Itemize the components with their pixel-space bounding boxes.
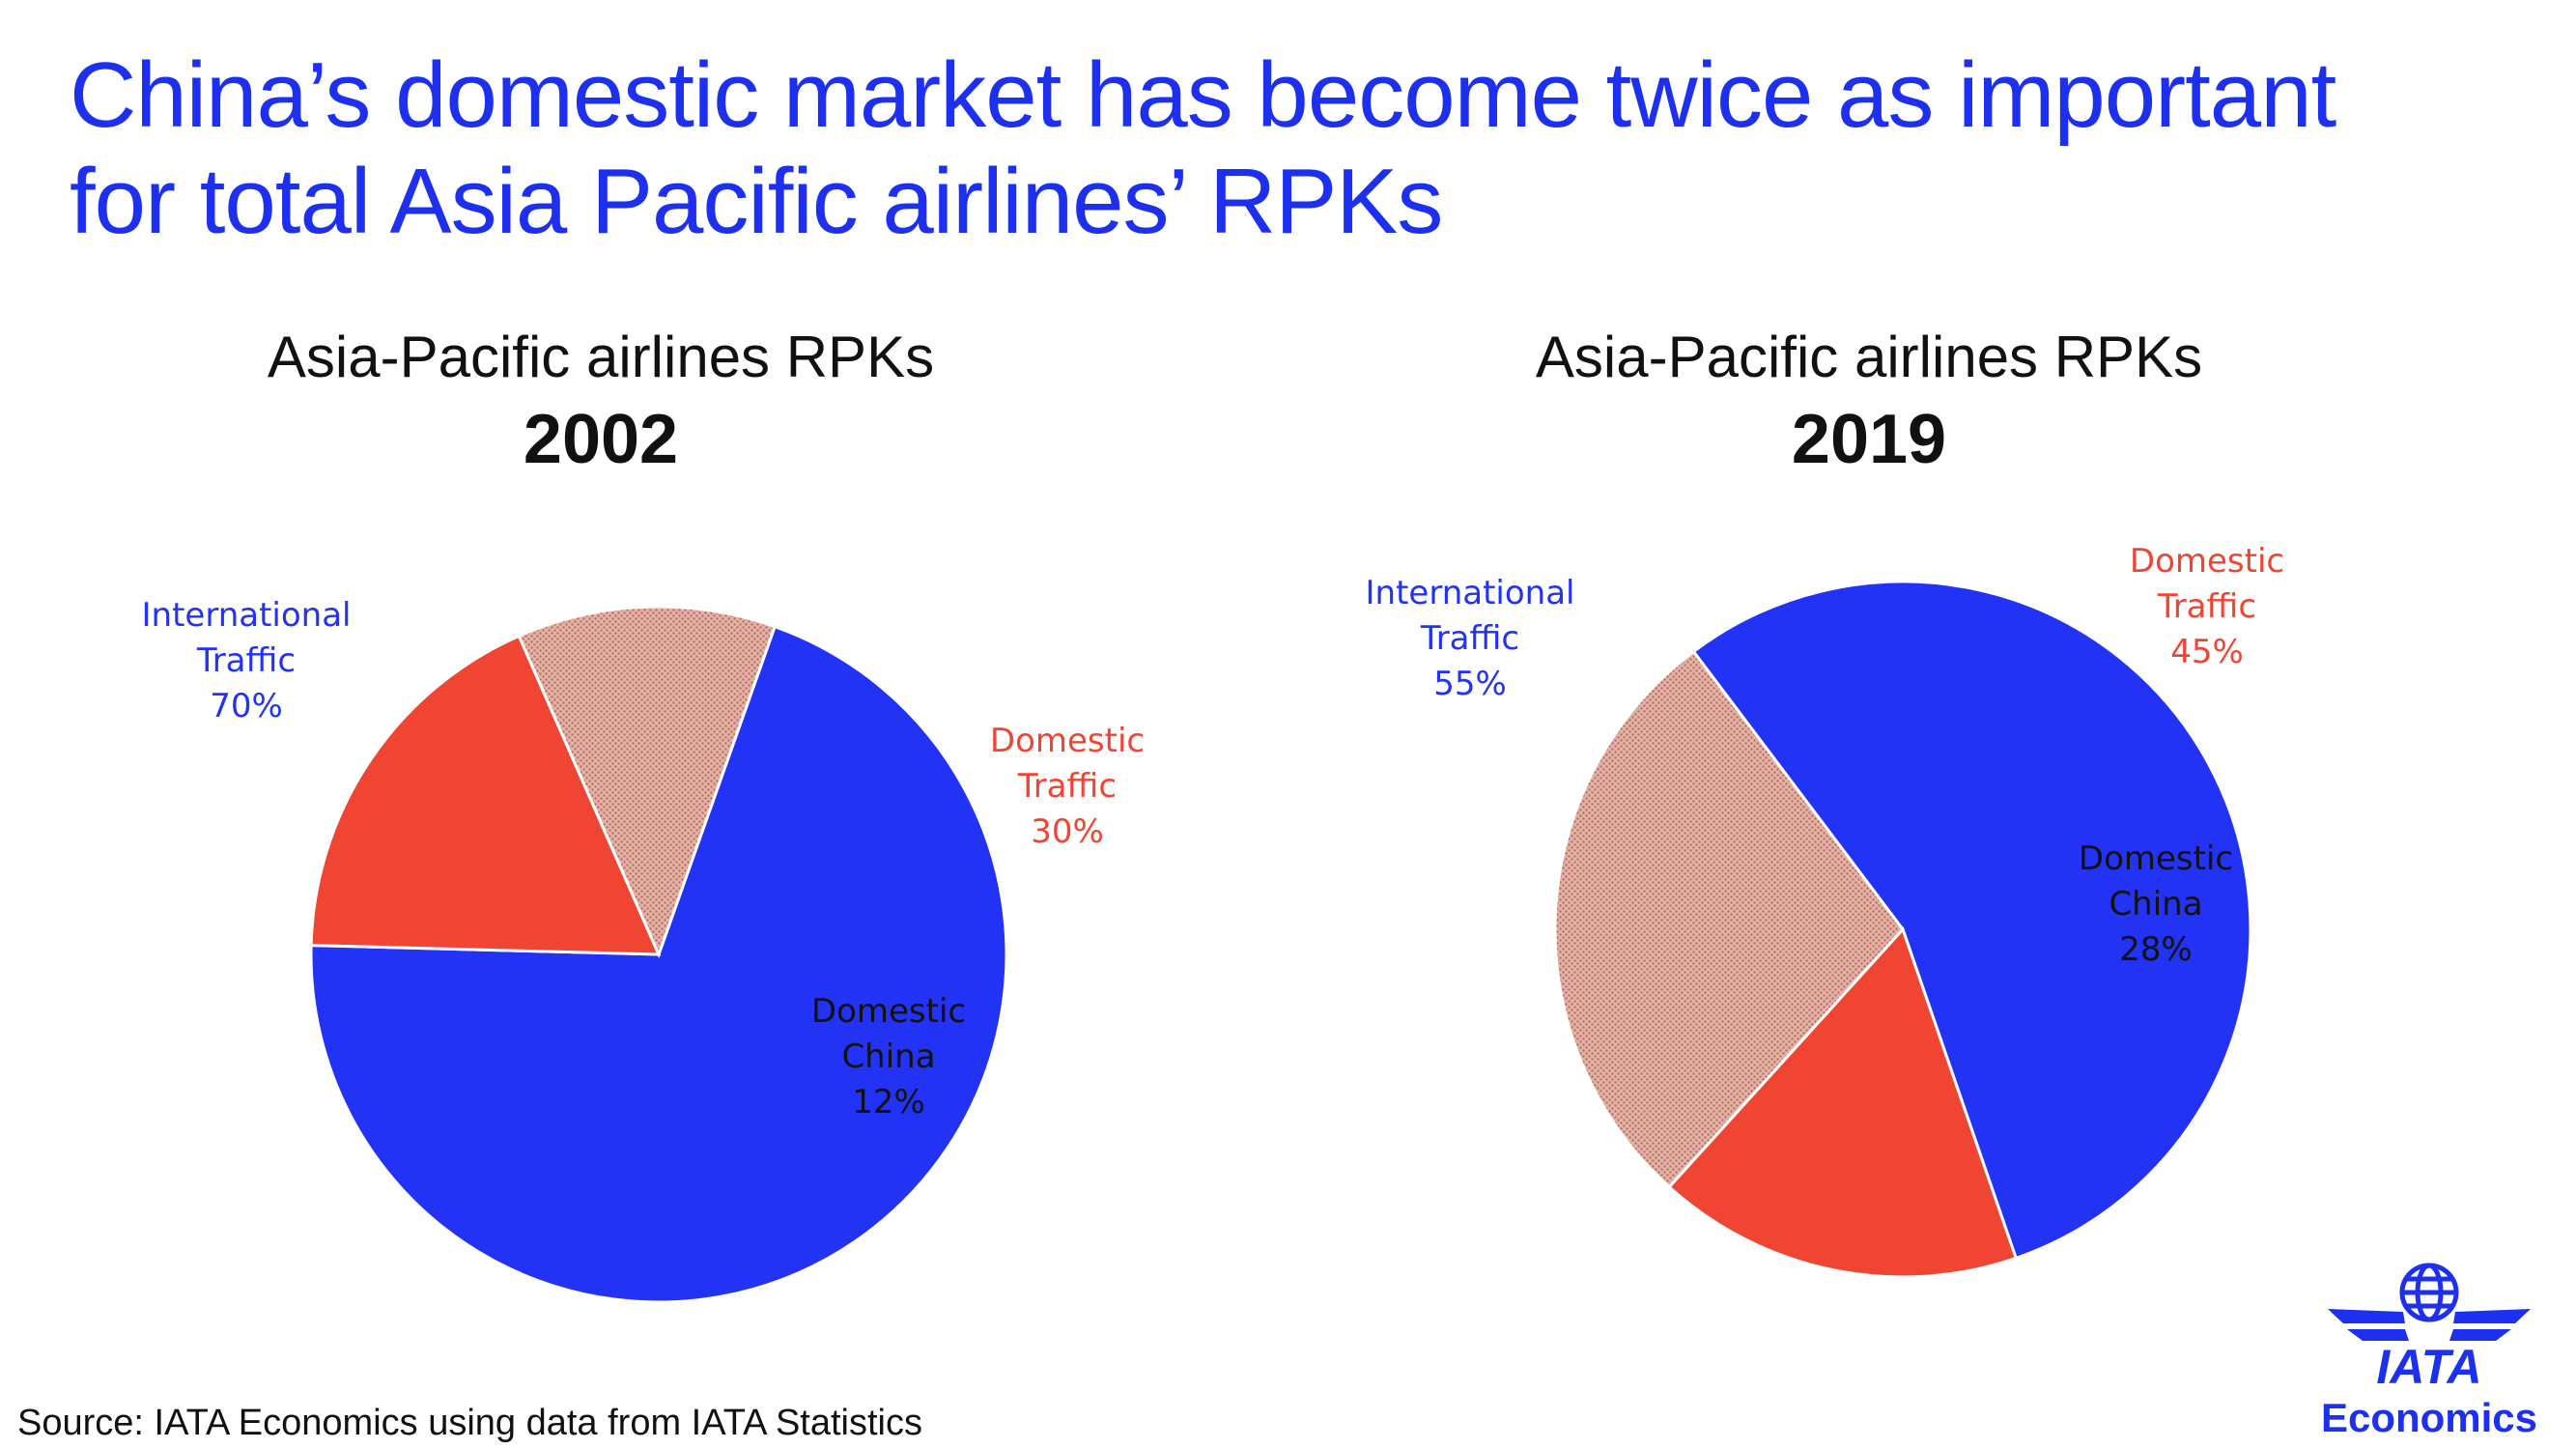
headline-line-1: China’s domestic market has become twice… — [70, 43, 2336, 147]
pie-2019-label-international-traffic: International Traffic 55% — [1366, 574, 1575, 703]
pie-2019-label-domestic-china: Domestic China 28% — [2079, 839, 2233, 969]
pie-2019-slice-domestic-traffic — [1667, 926, 2019, 1279]
chart-2002-year: 2002 — [523, 401, 679, 478]
logo-caption: Economics — [2321, 1395, 2537, 1439]
pie-2019-slice-international-traffic — [1691, 580, 2252, 1261]
pie-2002-label-domestic-china: Domestic China 12% — [811, 992, 966, 1122]
pie-2002-slice-domestic-traffic — [309, 634, 662, 956]
chart-2019-title: Asia-Pacific airlines RPKs — [1535, 325, 2203, 389]
headline-line-2: for total Asia Pacific airlines’ RPKs — [70, 150, 1443, 253]
chart-2002-title-block: Asia-Pacific airlines RPKs 2002 — [118, 319, 1084, 483]
source-note: Source: IATA Economics using data from I… — [17, 1403, 922, 1443]
pie-2002-slice-international-traffic — [309, 624, 1008, 1304]
pie-2019-slice-domestic-china — [1553, 649, 1905, 1189]
chart-2019-year: 2019 — [1791, 401, 1947, 478]
chart-2002-title: Asia-Pacific airlines RPKs — [267, 325, 935, 389]
pie-2002-slice-domestic-china — [517, 605, 778, 959]
pie-2019-label-domestic-traffic: Domestic Traffic 45% — [2130, 542, 2284, 671]
wings-icon — [2328, 1309, 2531, 1341]
logo-wordmark: IATA — [2376, 1340, 2481, 1394]
headline: China’s domestic market has become twice… — [70, 43, 2542, 255]
iata-economics-logo: IATA Economics — [2321, 1263, 2537, 1439]
pie-2002-label-international-traffic: International Traffic 70% — [142, 596, 352, 725]
globe-icon — [2399, 1263, 2459, 1322]
chart-2019-title-block: Asia-Pacific airlines RPKs 2019 — [1386, 319, 2352, 483]
pie-2002-label-domestic-traffic: Domestic Traffic 30% — [990, 722, 1145, 851]
